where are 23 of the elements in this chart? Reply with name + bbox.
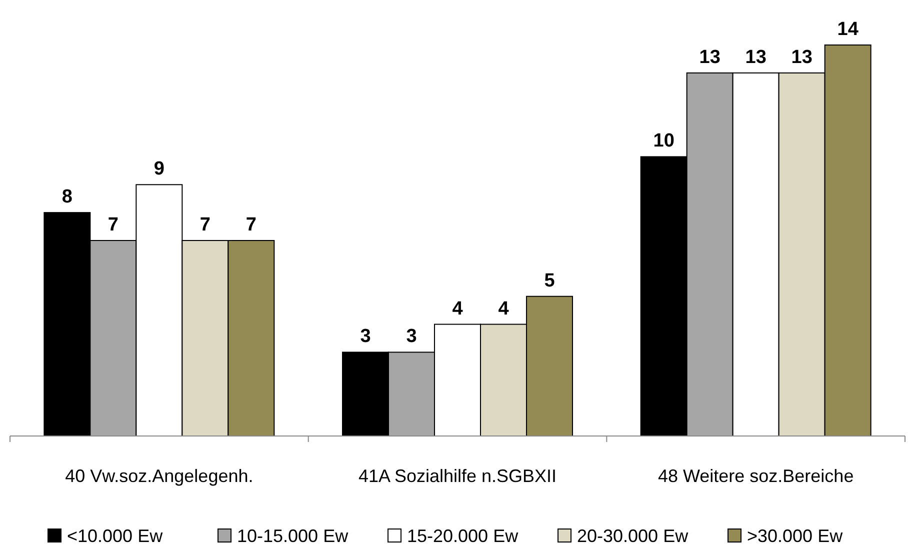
data-label: 10 [653, 130, 674, 152]
data-label: 7 [108, 214, 118, 236]
data-label: 13 [699, 46, 720, 68]
data-label: 4 [452, 298, 464, 320]
legend-label: 15-20.000 Ew [407, 526, 520, 546]
legend-label: 10-15.000 Ew [237, 526, 350, 546]
data-label: 5 [544, 270, 556, 292]
data-label: 3 [406, 326, 417, 348]
data-label: 8 [62, 186, 72, 208]
legend-label: <10.000 Ew [67, 526, 164, 546]
x-tick-label: 40 Vw.soz.Angelegenh. [65, 466, 254, 486]
data-label: 7 [200, 214, 210, 236]
data-label: 13 [791, 46, 812, 68]
legend-label: >30.000 Ew [747, 526, 844, 546]
x-tick-label: 41A Sozialhilfe n.SGBXII [358, 466, 557, 486]
data-label: 13 [745, 46, 766, 68]
data-label: 4 [498, 298, 510, 320]
data-label: 3 [360, 326, 371, 348]
legend-label: 20-30.000 Ew [577, 526, 690, 546]
x-tick-label: 48 Weitere soz.Bereiche [658, 466, 854, 486]
data-label: 9 [154, 158, 164, 180]
data-label: 14 [837, 19, 859, 40]
data-label: 7 [246, 214, 256, 236]
